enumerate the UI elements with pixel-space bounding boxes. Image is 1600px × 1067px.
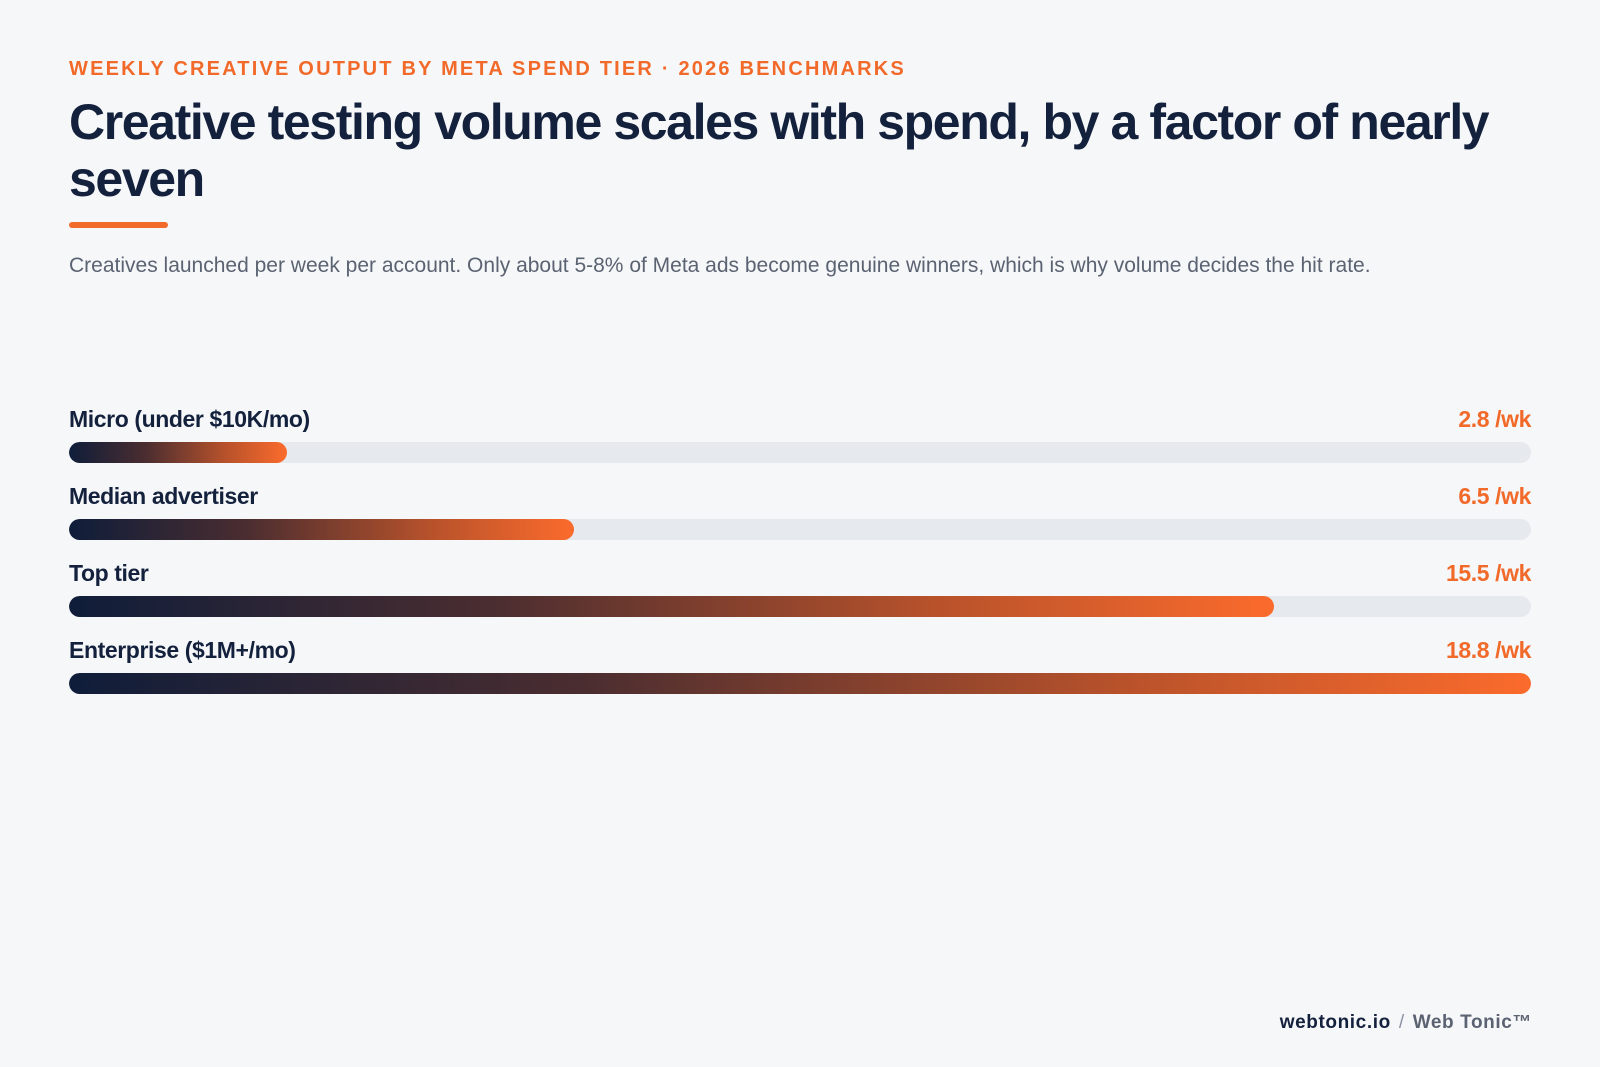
bar-track [69,596,1531,617]
bar-value-label: 2.8 /wk [1458,406,1531,432]
bar-label: Micro (under $10K/mo) [69,406,310,432]
title-accent-rule [69,222,168,228]
bar-track [69,673,1531,694]
bar-track [69,442,1531,463]
bar-row: Enterprise ($1M+/mo) 18.8 /wk [69,629,1531,706]
footer-brand: Web Tonic™ [1412,1012,1532,1033]
bar [69,519,575,540]
bar-value-label: 6.5 /wk [1458,483,1531,509]
footer-credit: webtonic.io / Web Tonic™ [1280,1012,1532,1034]
chart-title: Creative testing volume scales with spen… [69,94,1490,207]
bar [69,673,1531,694]
bar-value-label: 18.8 /wk [1445,637,1531,663]
bar [69,442,287,463]
chart-subtitle: Creatives launched per week per account.… [69,254,1371,277]
bar-label: Enterprise ($1M+/mo) [69,637,296,663]
bar-label: Top tier [69,560,149,586]
chart-eyebrow: WEEKLY CREATIVE OUTPUT BY META SPEND TIE… [69,58,906,80]
bar-value-label: 15.5 /wk [1445,560,1531,586]
footer-domain: webtonic.io [1279,1012,1391,1033]
footer-separator: / [1398,1012,1405,1033]
bar-row: Median advertiser 6.5 /wk [69,475,1531,552]
bar [69,596,1275,617]
bar-row: Top tier 15.5 /wk [69,552,1531,629]
bar-label: Median advertiser [69,483,258,509]
bar-row: Micro (under $10K/mo) 2.8 /wk [69,398,1531,475]
bar-chart: Micro (under $10K/mo) 2.8 /wk Median adver… [69,398,1531,706]
bar-track [69,519,1531,540]
